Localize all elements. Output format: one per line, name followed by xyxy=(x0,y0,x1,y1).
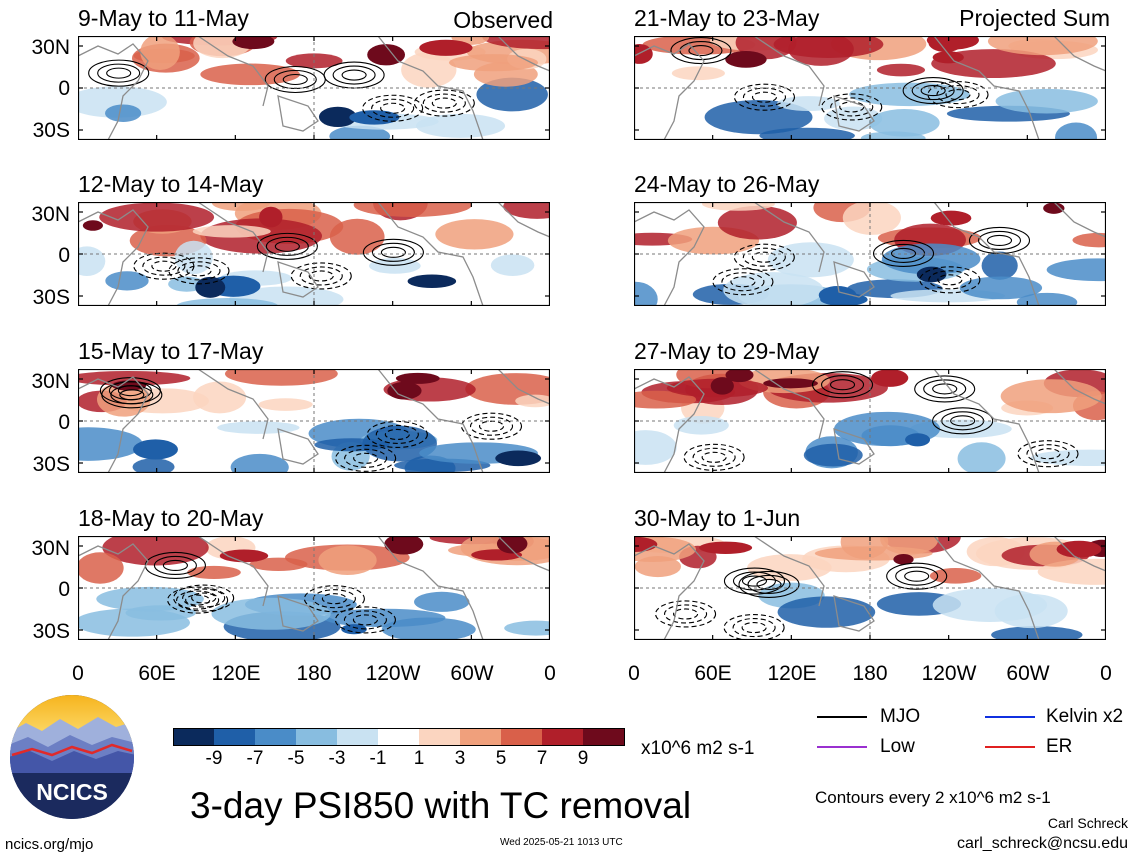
map-panel-left-1 xyxy=(78,36,550,140)
panel-title-right-3: 27-May to 29-May xyxy=(634,338,820,364)
panel-title-left-3: 15-May to 17-May xyxy=(78,338,264,364)
projected-sum-label: Projected Sum xyxy=(959,5,1110,31)
panel-title-left-1: 9-May to 11-May xyxy=(78,5,249,31)
streamfunction-map xyxy=(634,369,1106,473)
colorbar-tick-label: -7 xyxy=(246,748,264,769)
map-panel-left-3 xyxy=(78,369,550,473)
colorbar-swatch xyxy=(460,728,501,746)
map-panel-right-3 xyxy=(634,369,1106,473)
lat-label-eq: 0 xyxy=(58,411,70,434)
lat-label-30s: 30S xyxy=(32,620,70,643)
colorbar-tick-label: -9 xyxy=(205,748,223,769)
legend-swatch-er xyxy=(985,746,1035,748)
main-title: 3-day PSI850 with TC removal xyxy=(190,785,692,826)
colorbar-tick-label: -5 xyxy=(287,748,305,769)
colorbar-tick-label: -3 xyxy=(328,748,346,769)
streamfunction-map xyxy=(78,369,550,473)
lon-label: 0 xyxy=(72,662,84,685)
author-name: Carl Schreck xyxy=(1047,815,1128,831)
colorbar-tick-label: 3 xyxy=(454,748,466,769)
streamfunction-map xyxy=(78,536,550,640)
colorbar-tick-label: 5 xyxy=(495,748,507,769)
streamfunction-map xyxy=(634,202,1106,306)
colorbar-swatch xyxy=(337,728,378,746)
lat-label-eq: 0 xyxy=(58,244,70,267)
colorbar-swatch xyxy=(296,728,337,746)
contours-note: Contours every 2 x10^6 m2 s-1 xyxy=(815,788,1051,807)
map-panel-left-4 xyxy=(78,536,550,640)
colorbar-swatch xyxy=(173,728,215,746)
colorbar-swatch xyxy=(214,728,255,746)
lon-label: 0 xyxy=(1100,662,1112,685)
lat-label-30n: 30N xyxy=(31,537,70,560)
legend-swatch-kelvin xyxy=(985,716,1035,718)
panel-title-right-1: 21-May to 23-May xyxy=(634,5,820,31)
ncics-logo: NCICS xyxy=(8,693,136,821)
colorbar-swatch xyxy=(542,728,583,746)
colorbar-tick-label: 1 xyxy=(413,748,425,769)
colorbar-swatch xyxy=(255,728,296,746)
ncics-logo-icon: NCICS xyxy=(10,695,134,819)
lon-label: 0 xyxy=(628,662,640,685)
lon-label: 120W xyxy=(921,662,977,685)
legend-label-mjo: MJO xyxy=(880,706,921,727)
footer-url[interactable]: ncics.org/mjo xyxy=(5,836,94,853)
map-panel-right-4 xyxy=(634,536,1106,640)
observed-label: Observed xyxy=(453,7,553,33)
colorbar-swatch xyxy=(378,728,419,746)
map-panel-left-2 xyxy=(78,202,550,306)
lon-label: 120W xyxy=(365,662,421,685)
colorbar-tick-label: 7 xyxy=(536,748,548,769)
colorbar-swatch xyxy=(583,728,625,746)
colorbar-swatch xyxy=(419,728,460,746)
colorbar-tick-label: -1 xyxy=(369,748,387,769)
legend-swatch-low xyxy=(817,746,867,748)
lon-label: 60W xyxy=(1006,662,1050,685)
streamfunction-map xyxy=(78,36,550,140)
panel-title-left-4: 18-May to 20-May xyxy=(78,505,264,531)
streamfunction-map xyxy=(78,202,550,306)
panel-title-left-2: 12-May to 14-May xyxy=(78,171,264,197)
lon-label: 180 xyxy=(296,662,332,685)
lon-label: 120E xyxy=(211,662,261,685)
legend-label-er: ER xyxy=(1046,736,1073,757)
lat-label-30s: 30S xyxy=(32,286,70,309)
colorbar-units: x10^6 m2 s-1 xyxy=(641,738,755,759)
colorbar-tick-label: 9 xyxy=(577,748,589,769)
author-email[interactable]: carl_schreck@ncsu.edu xyxy=(957,835,1128,852)
streamfunction-map xyxy=(634,36,1106,140)
lat-label-30n: 30N xyxy=(31,36,70,59)
lat-label-30n: 30N xyxy=(31,203,70,226)
legend-label-low: Low xyxy=(880,736,915,757)
map-panel-right-1 xyxy=(634,36,1106,140)
lon-label: 60E xyxy=(694,662,732,685)
lat-label-30s: 30S xyxy=(32,119,70,142)
lon-label: 120E xyxy=(767,662,817,685)
lat-label-30n: 30N xyxy=(31,370,70,393)
streamfunction-map xyxy=(634,536,1106,640)
legend-label-kelvin: Kelvin x2 xyxy=(1046,706,1124,727)
lat-label-30s: 30S xyxy=(32,453,70,476)
panel-title-right-2: 24-May to 26-May xyxy=(634,171,820,197)
lat-label-eq: 0 xyxy=(58,578,70,601)
footer-timestamp: Wed 2025-05-21 1013 UTC xyxy=(500,837,623,848)
lon-label: 60W xyxy=(450,662,494,685)
lon-label: 0 xyxy=(544,662,556,685)
lat-label-eq: 0 xyxy=(58,77,70,100)
panel-title-right-4: 30-May to 1-Jun xyxy=(634,505,801,531)
lon-label: 60E xyxy=(138,662,176,685)
legend-swatch-mjo xyxy=(817,716,867,718)
map-panel-right-2 xyxy=(634,202,1106,306)
logo-text: NCICS xyxy=(36,779,108,805)
lon-label: 180 xyxy=(852,662,888,685)
colorbar-swatch xyxy=(501,728,542,746)
